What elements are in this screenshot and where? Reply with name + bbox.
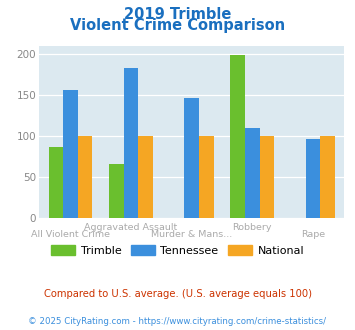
Bar — [245, 128, 260, 218]
Bar — [306, 139, 320, 218]
Text: Murder & Mans...: Murder & Mans... — [151, 230, 232, 239]
Bar — [138, 136, 153, 218]
Text: Robbery: Robbery — [233, 223, 272, 232]
Bar — [320, 136, 335, 218]
Bar — [185, 98, 199, 218]
Bar — [63, 90, 78, 218]
Text: Aggravated Assault: Aggravated Assault — [84, 223, 178, 232]
Bar — [49, 147, 63, 218]
Legend: Trimble, Tennessee, National: Trimble, Tennessee, National — [47, 240, 308, 260]
Bar — [260, 136, 274, 218]
Bar — [78, 136, 92, 218]
Text: Compared to U.S. average. (U.S. average equals 100): Compared to U.S. average. (U.S. average … — [44, 289, 311, 299]
Text: 2019 Trimble: 2019 Trimble — [124, 7, 231, 21]
Text: © 2025 CityRating.com - https://www.cityrating.com/crime-statistics/: © 2025 CityRating.com - https://www.city… — [28, 317, 327, 326]
Text: Rape: Rape — [301, 230, 325, 239]
Bar — [230, 55, 245, 218]
Text: Violent Crime Comparison: Violent Crime Comparison — [70, 18, 285, 33]
Text: All Violent Crime: All Violent Crime — [31, 230, 110, 239]
Bar — [199, 136, 213, 218]
Bar — [109, 164, 124, 218]
Bar — [124, 68, 138, 218]
